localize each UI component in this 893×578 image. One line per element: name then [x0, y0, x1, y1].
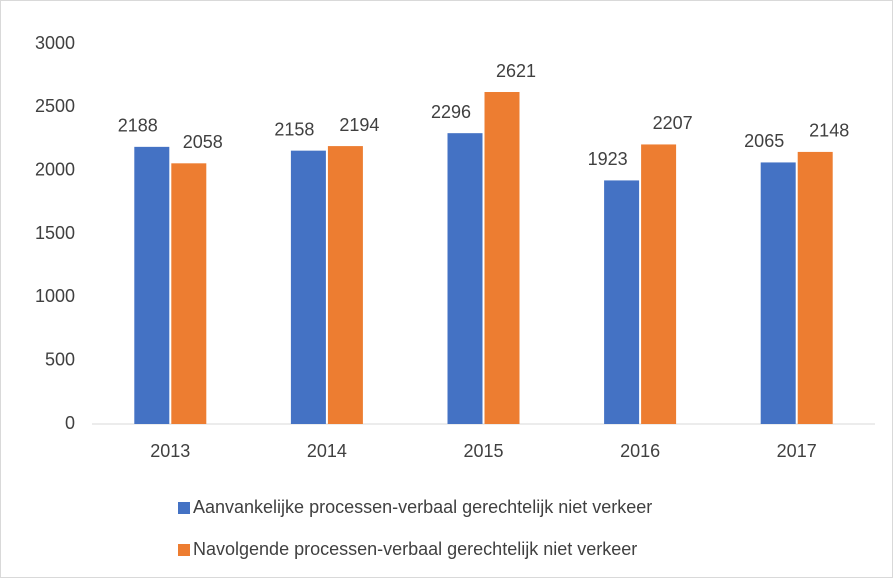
- x-tick-label: 2015: [463, 441, 503, 461]
- legend-label: Aanvankelijke processen-verbaal gerechte…: [193, 497, 652, 517]
- legend-swatch: [178, 544, 190, 556]
- bar: [604, 180, 640, 424]
- bar: [290, 150, 326, 425]
- x-tick-label: 2016: [620, 441, 660, 461]
- bar: [171, 163, 207, 424]
- bar: [760, 162, 796, 424]
- bar: [484, 92, 520, 425]
- y-tick-label: 0: [65, 413, 75, 433]
- data-label: 2621: [496, 61, 536, 81]
- legend-label: Navolgende processen-verbaal gerechtelij…: [193, 539, 637, 559]
- y-tick-label: 2000: [35, 159, 75, 179]
- data-label: 2296: [431, 102, 471, 122]
- data-label: 2058: [183, 132, 223, 152]
- data-label: 1923: [588, 149, 628, 169]
- y-tick-label: 500: [45, 349, 75, 369]
- x-tick-label: 2017: [777, 441, 817, 461]
- data-label: 2194: [339, 115, 379, 135]
- bar: [327, 146, 363, 425]
- data-label: 2148: [809, 121, 849, 141]
- y-tick-label: 1500: [35, 223, 75, 243]
- data-label: 2188: [118, 116, 158, 136]
- x-tick-label: 2014: [307, 441, 347, 461]
- bar: [447, 133, 483, 424]
- bar: [797, 151, 833, 425]
- y-tick-label: 3000: [35, 33, 75, 53]
- bar: [134, 146, 170, 424]
- x-tick-label: 2013: [150, 441, 190, 461]
- bar: [641, 144, 677, 425]
- y-tick-label: 1000: [35, 286, 75, 306]
- data-label: 2065: [744, 131, 784, 151]
- data-label: 2158: [274, 119, 314, 139]
- legend-swatch: [178, 502, 190, 514]
- data-label: 2207: [653, 113, 693, 133]
- y-tick-label: 2500: [35, 96, 75, 116]
